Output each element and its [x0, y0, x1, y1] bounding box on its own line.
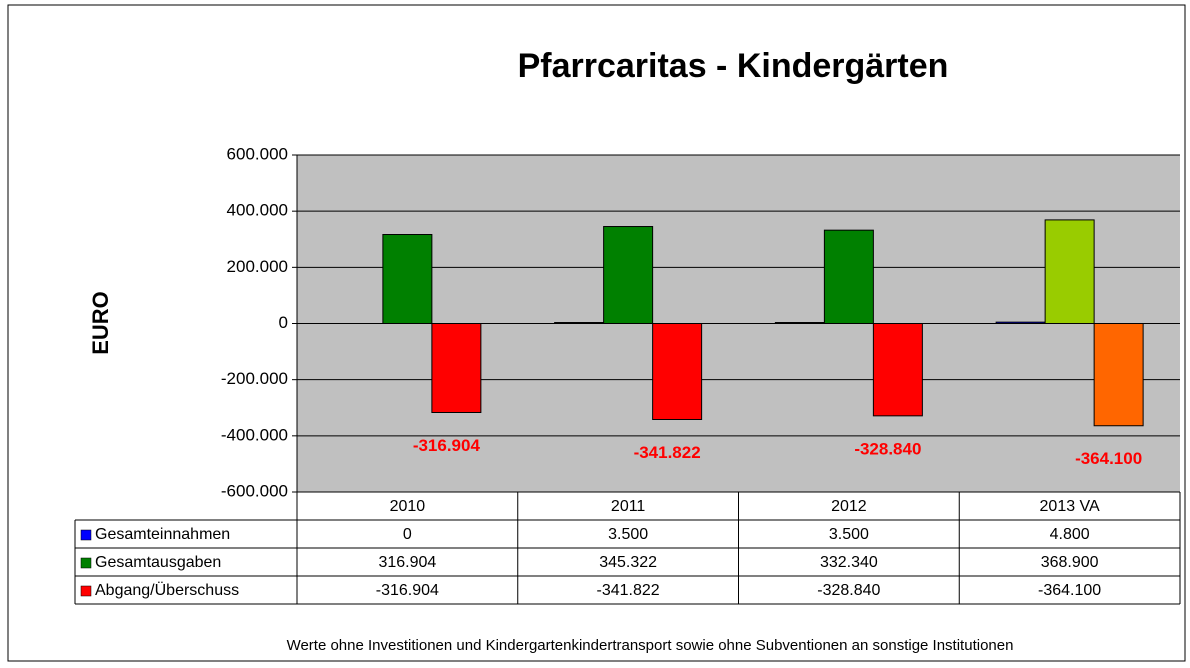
y-tick-label: -400.000: [221, 425, 288, 444]
data-label: -364.100: [1075, 449, 1142, 468]
y-tick-label: -200.000: [221, 369, 288, 388]
table-cell: 3.500: [608, 526, 648, 543]
data-label: -341.822: [634, 443, 701, 462]
table-cell: -328.840: [817, 582, 880, 599]
x-tick-label: 2013 VA: [1040, 498, 1101, 515]
bar: [382, 234, 433, 324]
x-tick-label: 2011: [611, 498, 646, 515]
table-cell: -341.822: [597, 582, 660, 599]
y-tick-label: -600.000: [221, 481, 288, 500]
y-tick-label: 600.000: [227, 144, 288, 163]
data-label: -316.904: [413, 436, 481, 455]
table-cell: 368.900: [1041, 554, 1099, 571]
table-cell: 3.500: [829, 526, 869, 543]
bar: [1044, 219, 1095, 325]
legend-key: [80, 529, 92, 541]
x-tick-label: 2012: [831, 498, 867, 515]
table-cell: 316.904: [378, 554, 436, 571]
y-tick-label: 400.000: [227, 201, 288, 220]
legend-key: [80, 557, 92, 569]
bar: [995, 321, 1046, 325]
y-tick-label: 0: [279, 313, 288, 332]
bar: [652, 323, 703, 420]
bar: [774, 322, 825, 325]
bar: [554, 322, 605, 325]
table-cell: -364.100: [1038, 582, 1101, 599]
table-cell: 4.800: [1050, 526, 1090, 543]
table-cell: 332.340: [820, 554, 878, 571]
legend-key: [80, 585, 92, 597]
legend-label: Gesamteinnahmen: [95, 526, 230, 543]
chart-title: Pfarrcaritas - Kindergärten: [518, 47, 949, 85]
legend-label: Abgang/Überschuss: [95, 581, 239, 599]
footnote: Werte ohne Investitionen und Kindergarte…: [287, 637, 1014, 654]
table-cell: 0: [403, 526, 412, 543]
bar: [431, 323, 482, 413]
x-tick-label: 2010: [390, 498, 426, 515]
table-cell: -316.904: [376, 582, 439, 599]
y-tick-label: 200.000: [227, 257, 288, 276]
table-cell: 345.322: [599, 554, 657, 571]
bar: [603, 226, 654, 324]
legend-label: Gesamtausgaben: [95, 554, 221, 571]
bar: [872, 323, 923, 417]
bar: [823, 229, 874, 324]
bar: [1093, 323, 1144, 427]
data-label: -328.840: [854, 439, 921, 458]
y-axis-label: EURO: [88, 291, 113, 355]
